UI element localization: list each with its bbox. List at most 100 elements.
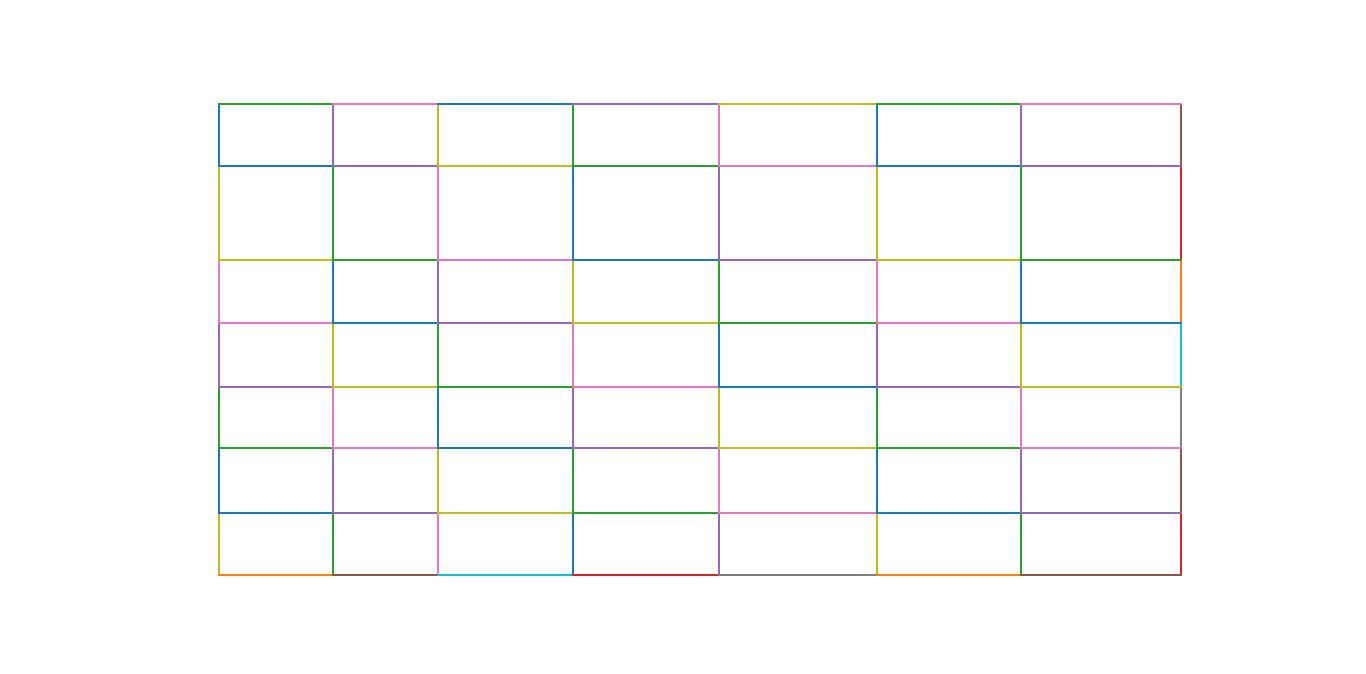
grid-v-segment xyxy=(1020,386,1022,449)
grid-v-segment xyxy=(218,165,220,261)
grid-v-segment xyxy=(1020,103,1022,167)
grid-v-segment xyxy=(718,322,720,388)
grid-v-segment xyxy=(437,512,439,576)
grid-v-segment xyxy=(218,259,220,324)
grid-h-segment xyxy=(572,574,720,576)
grid-v-segment xyxy=(572,512,574,576)
grid-v-segment xyxy=(437,165,439,261)
grid-v-segment xyxy=(437,386,439,449)
grid-h-segment xyxy=(218,574,334,576)
grid-h-segment xyxy=(437,574,574,576)
grid-v-segment xyxy=(332,165,334,261)
grid-h-segment xyxy=(332,259,439,261)
grid-v-segment xyxy=(718,447,720,514)
grid-h-segment xyxy=(332,512,439,514)
grid-h-segment xyxy=(332,386,439,388)
grid-h-segment xyxy=(718,386,878,388)
grid-h-segment xyxy=(572,103,720,105)
grid-v-segment xyxy=(572,103,574,167)
grid-h-segment xyxy=(218,259,334,261)
grid-v-segment xyxy=(1020,259,1022,324)
grid-v-segment xyxy=(1020,322,1022,388)
grid-v-segment xyxy=(332,259,334,324)
grid-v-segment xyxy=(437,322,439,388)
grid-h-segment xyxy=(1020,386,1182,388)
grid-h-segment xyxy=(876,574,1022,576)
grid-h-segment xyxy=(718,512,878,514)
grid-v-segment xyxy=(1020,512,1022,576)
grid-h-segment xyxy=(437,447,574,449)
grid-h-segment xyxy=(718,447,878,449)
grid-v-segment xyxy=(1180,259,1182,324)
grid-h-segment xyxy=(218,512,334,514)
grid-v-segment xyxy=(1180,165,1182,261)
grid-v-segment xyxy=(332,386,334,449)
grid-v-segment xyxy=(1180,447,1182,514)
grid-v-segment xyxy=(332,322,334,388)
grid-h-segment xyxy=(332,447,439,449)
grid-h-segment xyxy=(876,447,1022,449)
grid-h-segment xyxy=(1020,103,1182,105)
grid-v-segment xyxy=(718,386,720,449)
grid-h-segment xyxy=(437,259,574,261)
grid-v-segment xyxy=(437,447,439,514)
grid-v-segment xyxy=(572,165,574,261)
grid-v-segment xyxy=(718,512,720,576)
grid-v-segment xyxy=(572,322,574,388)
grid-h-segment xyxy=(718,103,878,105)
grid-h-segment xyxy=(437,322,574,324)
grid-h-segment xyxy=(1020,512,1182,514)
grid-v-segment xyxy=(718,103,720,167)
grid-h-segment xyxy=(332,322,439,324)
grid-v-segment xyxy=(218,447,220,514)
grid-h-segment xyxy=(437,103,574,105)
grid-h-segment xyxy=(218,447,334,449)
grid-v-segment xyxy=(218,386,220,449)
grid-v-segment xyxy=(718,165,720,261)
grid-h-segment xyxy=(1020,447,1182,449)
grid-h-segment xyxy=(332,165,439,167)
grid-v-segment xyxy=(876,447,878,514)
grid-h-segment xyxy=(437,165,574,167)
grid-h-segment xyxy=(572,322,720,324)
grid-h-segment xyxy=(218,322,334,324)
grid-h-segment xyxy=(876,259,1022,261)
grid-h-segment xyxy=(718,574,878,576)
grid-h-segment xyxy=(218,386,334,388)
grid-h-segment xyxy=(1020,165,1182,167)
grid-h-segment xyxy=(218,165,334,167)
grid-h-segment xyxy=(437,512,574,514)
grid-v-segment xyxy=(332,103,334,167)
grid-v-segment xyxy=(332,512,334,576)
grid-v-segment xyxy=(876,322,878,388)
grid-v-segment xyxy=(332,447,334,514)
grid-v-segment xyxy=(1180,512,1182,576)
grid-h-segment xyxy=(1020,322,1182,324)
grid-v-segment xyxy=(572,447,574,514)
grid-v-segment xyxy=(876,386,878,449)
grid-v-segment xyxy=(437,103,439,167)
grid-v-segment xyxy=(572,259,574,324)
grid-h-segment xyxy=(572,259,720,261)
grid-h-segment xyxy=(718,165,878,167)
grid-h-segment xyxy=(572,447,720,449)
grid-h-segment xyxy=(876,165,1022,167)
grid-h-segment xyxy=(718,322,878,324)
grid-v-segment xyxy=(1180,322,1182,388)
grid-h-segment xyxy=(437,386,574,388)
grid-h-segment xyxy=(876,103,1022,105)
grid-v-segment xyxy=(218,322,220,388)
grid-v-segment xyxy=(572,386,574,449)
grid-v-segment xyxy=(437,259,439,324)
grid-h-segment xyxy=(876,512,1022,514)
grid-h-segment xyxy=(718,259,878,261)
grid-v-segment xyxy=(218,512,220,576)
grid-h-segment xyxy=(572,512,720,514)
grid-v-segment xyxy=(876,259,878,324)
grid-v-segment xyxy=(1020,165,1022,261)
grid-v-segment xyxy=(1020,447,1022,514)
grid-v-segment xyxy=(876,512,878,576)
grid-h-segment xyxy=(572,386,720,388)
grid-h-segment xyxy=(1020,259,1182,261)
